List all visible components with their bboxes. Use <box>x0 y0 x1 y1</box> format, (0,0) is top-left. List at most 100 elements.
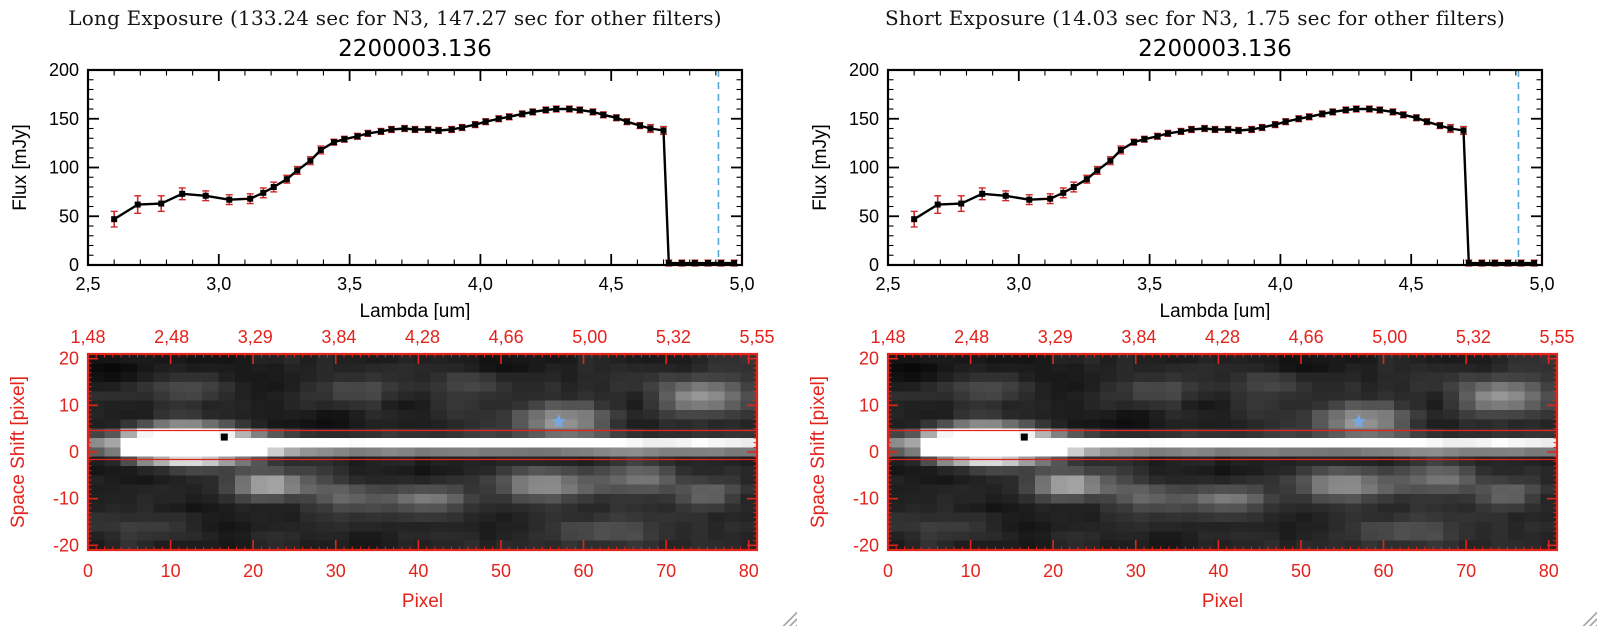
image-ticks <box>887 353 1558 551</box>
svg-text:0: 0 <box>83 561 93 581</box>
svg-text:-20: -20 <box>853 535 879 555</box>
panel-long-exposure: Long Exposure (133.24 sec for N3, 147.27… <box>0 6 800 627</box>
svg-text:4,0: 4,0 <box>468 274 493 294</box>
svg-text:5,32: 5,32 <box>656 327 691 347</box>
svg-text:-10: -10 <box>853 489 879 509</box>
spectrum-chart: 2,5 3,0 3,5 4,0 4,5 5,0 0 50 100 150 200 Lambda [um… <box>0 62 800 320</box>
source-position-marker <box>220 433 228 441</box>
spectrum-tick-labels: 2,5 3,0 3,5 4,0 4,5 5,0 0 50 100 150 200 <box>849 62 1555 294</box>
image-ticks <box>87 353 758 551</box>
svg-text:20: 20 <box>1043 561 1063 581</box>
svg-text:10: 10 <box>161 561 181 581</box>
svg-text:60: 60 <box>1374 561 1394 581</box>
svg-text:50: 50 <box>1291 561 1311 581</box>
svg-text:3,29: 3,29 <box>238 327 273 347</box>
spectral-image-chart: 0 10 20 30 40 50 60 70 80 -20 -10 0 10 20 1,48 2,48 3,29… <box>0 322 800 627</box>
svg-text:0: 0 <box>869 442 879 462</box>
spectrum-markers <box>111 106 738 267</box>
svg-text:40: 40 <box>408 561 428 581</box>
svg-text:4,5: 4,5 <box>599 274 624 294</box>
svg-text:-20: -20 <box>53 535 79 555</box>
svg-text:2,5: 2,5 <box>75 274 100 294</box>
image-x-axis-title: Pixel <box>402 591 443 612</box>
svg-text:80: 80 <box>1539 561 1559 581</box>
svg-text:3,5: 3,5 <box>1137 274 1162 294</box>
star-marker <box>551 414 566 428</box>
spectrum-frame <box>886 68 1544 267</box>
star-marker <box>1351 414 1366 428</box>
svg-text:70: 70 <box>656 561 676 581</box>
svg-text:4,5: 4,5 <box>1399 274 1424 294</box>
svg-text:100: 100 <box>849 158 879 178</box>
spectral-image-chart: 0 10 20 30 40 50 60 70 80 -20 -10 0 10 20 1,48 2,48 3,29… <box>800 322 1600 627</box>
svg-text:3,84: 3,84 <box>1121 327 1156 347</box>
svg-text:4,28: 4,28 <box>405 327 440 347</box>
svg-text:3,0: 3,0 <box>206 274 231 294</box>
image-y-axis-title: Space Shift [pixel] <box>808 376 829 528</box>
spectral-image-canvas <box>888 354 1557 550</box>
svg-text:0: 0 <box>869 255 879 275</box>
svg-text:4,28: 4,28 <box>1205 327 1240 347</box>
spectrum-plot-svg: 2,5 3,0 3,5 4,0 4,5 5,0 0 50 100 150 200 Lambda [um… <box>10 62 755 320</box>
spectrum-markers <box>911 106 1538 267</box>
svg-text:1,48: 1,48 <box>870 327 905 347</box>
spectrum-ticks <box>87 69 743 266</box>
svg-text:70: 70 <box>1456 561 1476 581</box>
spectrum-chart: 2,5 3,0 3,5 4,0 4,5 5,0 0 50 100 150 200 Lambda [um… <box>800 62 1600 320</box>
exposure-title-short: Short Exposure (14.03 sec for N3, 1.75 s… <box>884 6 1506 30</box>
svg-text:3,84: 3,84 <box>321 327 356 347</box>
y-axis-title: Flux [mJy] <box>10 124 31 211</box>
spectrum-ticks <box>887 69 1543 266</box>
spectral-image-canvas <box>88 354 757 550</box>
svg-text:50: 50 <box>491 561 511 581</box>
x-axis-title: Lambda [um] <box>1160 301 1271 320</box>
image-x-axis-title: Pixel <box>1202 591 1243 612</box>
object-id-title: 2200003.136 <box>338 36 492 62</box>
svg-text:2,5: 2,5 <box>875 274 900 294</box>
svg-text:0: 0 <box>69 255 79 275</box>
svg-text:40: 40 <box>1208 561 1228 581</box>
svg-text:5,0: 5,0 <box>1529 274 1554 294</box>
svg-text:2,48: 2,48 <box>154 327 189 347</box>
svg-text:5,00: 5,00 <box>572 327 607 347</box>
panel-short-exposure: Short Exposure (14.03 sec for N3, 1.75 s… <box>800 0 1600 630</box>
image-y-axis-title: Space Shift [pixel] <box>8 376 29 528</box>
svg-text:2,48: 2,48 <box>954 327 989 347</box>
svg-text:1,48: 1,48 <box>70 327 105 347</box>
svg-text:20: 20 <box>243 561 263 581</box>
svg-text:20: 20 <box>59 349 79 369</box>
source-position-marker <box>1020 433 1028 441</box>
svg-text:30: 30 <box>326 561 346 581</box>
image-frame <box>86 352 759 552</box>
svg-text:3,29: 3,29 <box>1038 327 1073 347</box>
svg-text:80: 80 <box>739 561 759 581</box>
svg-text:150: 150 <box>849 109 879 129</box>
svg-text:3,0: 3,0 <box>1006 274 1031 294</box>
svg-text:50: 50 <box>59 206 79 226</box>
aperture-lines <box>88 429 757 461</box>
svg-text:5,55: 5,55 <box>1539 327 1574 347</box>
spectrum-frame <box>86 68 744 267</box>
svg-text:-10: -10 <box>53 489 79 509</box>
exposure-title-long: Long Exposure (133.24 sec for N3, 147.27… <box>68 6 722 30</box>
svg-text:5,0: 5,0 <box>729 274 754 294</box>
object-id-title: 2200003.136 <box>1138 36 1292 62</box>
svg-text:10: 10 <box>59 395 79 415</box>
svg-text:5,55: 5,55 <box>739 327 774 347</box>
svg-text:10: 10 <box>859 395 879 415</box>
svg-text:30: 30 <box>1126 561 1146 581</box>
svg-text:0: 0 <box>69 442 79 462</box>
spectrum-line <box>913 107 1535 265</box>
svg-text:4,66: 4,66 <box>489 327 524 347</box>
image-frame <box>886 352 1559 552</box>
spectrum-tick-labels: 2,5 3,0 3,5 4,0 4,5 5,0 0 50 100 150 200 <box>49 62 755 294</box>
svg-text:4,0: 4,0 <box>1268 274 1293 294</box>
spectrum-line <box>113 107 735 265</box>
svg-text:150: 150 <box>49 109 79 129</box>
svg-text:4,66: 4,66 <box>1289 327 1324 347</box>
